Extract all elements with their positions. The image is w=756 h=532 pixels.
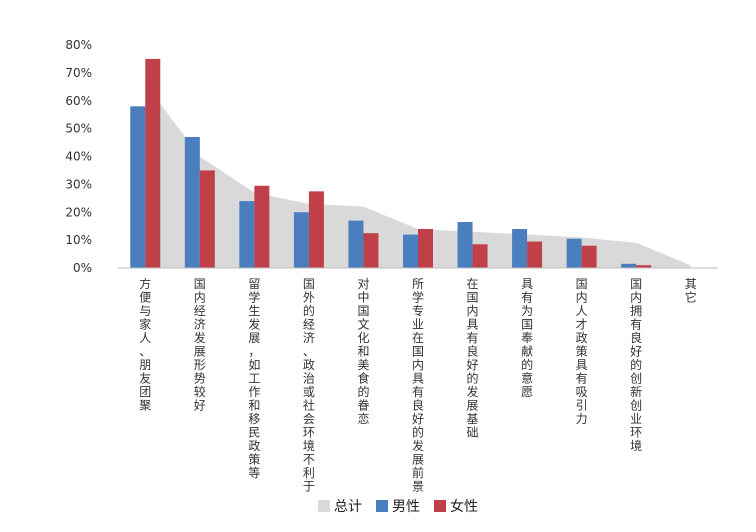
x-category-label: 国内经济发展形势较好 bbox=[194, 277, 206, 413]
y-tick-label: 50% bbox=[65, 122, 92, 136]
svg-text:留学生发展，如工作和移民政策等: 留学生发展，如工作和移民政策等 bbox=[248, 277, 260, 480]
x-category-labels: 方便与家人、朋友团聚 国内经济发展形势较好 留学生发展，如工作和移民政策等 国外的经济… bbox=[139, 276, 696, 494]
bar-layer bbox=[130, 58, 652, 268]
svg-text:所学专业在国内具有良好的发展前景: 所学专业在国内具有良好的发展前景 bbox=[412, 277, 424, 494]
bar-female bbox=[254, 185, 270, 268]
x-category-label: 国外的经济、政治或社会环境不利于 bbox=[303, 277, 315, 494]
legend-label-female: 女性 bbox=[450, 499, 478, 515]
svg-text:国内人才政策具有吸引力: 国内人才政策具有吸引力 bbox=[576, 277, 588, 426]
bar-male bbox=[512, 228, 528, 268]
x-category-label: 在国内具有良好的发展基础 bbox=[467, 277, 479, 440]
y-tick-label: 20% bbox=[65, 205, 92, 219]
y-tick-label: 40% bbox=[65, 150, 92, 164]
x-category-label: 留学生发展，如工作和移民政策等 bbox=[248, 277, 260, 480]
bar-female bbox=[636, 265, 652, 268]
svg-text:具有为国奉献的意愿: 具有为国奉献的意愿 bbox=[521, 277, 533, 399]
legend-label-total: 总计 bbox=[334, 499, 362, 515]
y-tick-labels: 0% 10% 20% 30% 40% 50% 60% 70% 80% bbox=[65, 38, 92, 275]
bar-male bbox=[348, 220, 364, 268]
bar-male bbox=[566, 238, 582, 268]
x-category-label: 国内拥有良好的创新创业环境 bbox=[630, 277, 642, 453]
x-category-label: 所学专业在国内具有良好的发展前景 bbox=[412, 277, 424, 494]
bar-female bbox=[308, 191, 324, 268]
y-tick-label: 80% bbox=[65, 38, 92, 52]
legend-item-male: 男性 bbox=[376, 496, 420, 516]
legend-swatch-total bbox=[318, 500, 330, 512]
y-tick-label: 30% bbox=[65, 177, 92, 191]
bar-male bbox=[403, 234, 418, 268]
legend-item-total: 总计 bbox=[318, 496, 362, 516]
bar-male bbox=[239, 201, 255, 268]
bar-male bbox=[457, 222, 473, 268]
svg-text:在国内具有良好的发展基础: 在国内具有良好的发展基础 bbox=[467, 277, 479, 440]
bar-female bbox=[527, 241, 543, 268]
bar-male bbox=[293, 212, 309, 268]
area-layer bbox=[145, 84, 691, 269]
svg-text:国外的经济、政治或社会环境不利于: 国外的经济、政治或社会环境不利于 bbox=[303, 277, 315, 494]
y-tick-label: 70% bbox=[65, 66, 92, 80]
bar-female bbox=[199, 170, 215, 268]
svg-text:国内拥有良好的创新创业环境: 国内拥有良好的创新创业环境 bbox=[630, 277, 642, 453]
bar-female bbox=[581, 245, 597, 268]
y-tick-label: 10% bbox=[65, 233, 92, 247]
bar-male bbox=[621, 263, 637, 268]
legend-item-female: 女性 bbox=[434, 496, 478, 516]
svg-text:其它: 其它 bbox=[685, 277, 697, 305]
bar-male bbox=[130, 106, 146, 268]
x-category-label: 国内人才政策具有吸引力 bbox=[576, 277, 588, 426]
y-tick-label: 60% bbox=[65, 94, 92, 108]
x-category-label: 方便与家人、朋友团聚 bbox=[139, 276, 151, 413]
bar-female bbox=[418, 228, 433, 268]
bar-male bbox=[184, 136, 200, 268]
legend-swatch-male bbox=[376, 500, 388, 512]
legend: 总计 男性 女性 bbox=[318, 496, 478, 516]
svg-text:国内经济发展形势较好: 国内经济发展形势较好 bbox=[194, 277, 206, 413]
bar-female bbox=[145, 58, 161, 268]
y-tick-label: 0% bbox=[73, 261, 92, 275]
x-category-label: 其它 bbox=[685, 277, 697, 305]
bar-female bbox=[363, 233, 379, 268]
legend-label-male: 男性 bbox=[392, 499, 420, 515]
svg-text:方便与家人、朋友团聚: 方便与家人、朋友团聚 bbox=[139, 276, 151, 413]
x-category-label: 具有为国奉献的意愿 bbox=[521, 277, 533, 399]
x-category-label: 对中国文化和美食的眷恋 bbox=[357, 277, 369, 426]
legend-swatch-female bbox=[434, 500, 446, 512]
area-series-total bbox=[145, 84, 691, 269]
bar-female bbox=[472, 244, 488, 268]
svg-text:对中国文化和美食的眷恋: 对中国文化和美食的眷恋 bbox=[357, 277, 369, 426]
